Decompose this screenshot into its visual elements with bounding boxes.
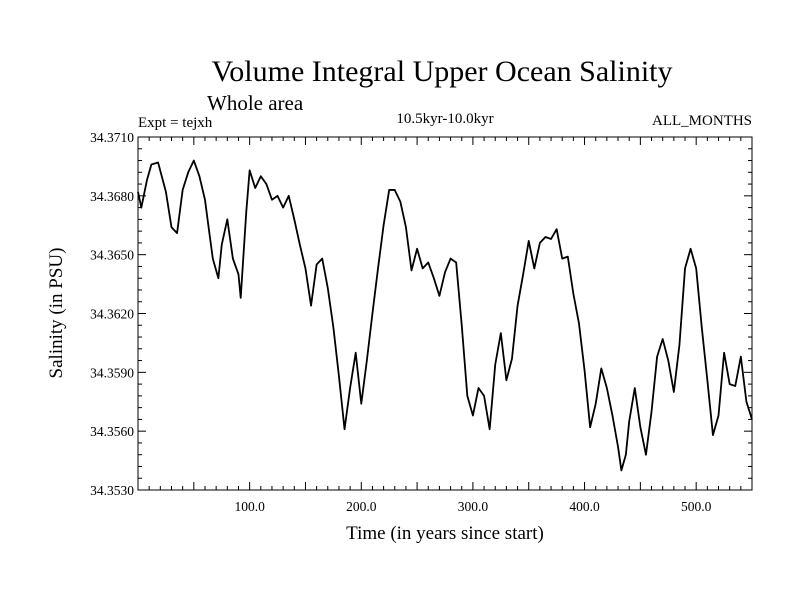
x-axis-label: Time (in years since start): [346, 523, 544, 544]
y-tick-label: 34.3650: [90, 248, 134, 263]
y-tick-label: 34.3590: [90, 365, 134, 380]
salinity-series-line: [137, 159, 753, 472]
y-tick-label: 34.3710: [90, 130, 134, 145]
chart-title: Volume Integral Upper Ocean Salinity: [212, 55, 673, 88]
period-label: 10.5kyr-10.0kyr: [396, 111, 493, 127]
tick-labels: 100.0 200.0 300.0 400.0 500.0 34.3530 34.3560 3…: [90, 130, 711, 514]
x-tick-label: 400.0: [569, 499, 600, 514]
axis-ticks: [138, 137, 752, 490]
expt-label: Expt = tejxh: [138, 115, 213, 131]
chart-subtitle: Whole area: [207, 91, 304, 115]
x-tick-label: 500.0: [681, 499, 712, 514]
months-label: ALL_MONTHS: [652, 113, 752, 129]
y-tick-label: 34.3680: [90, 189, 134, 204]
y-tick-label: 34.3620: [90, 307, 134, 322]
x-tick-label: 200.0: [346, 499, 377, 514]
x-tick-label: 300.0: [458, 499, 489, 514]
y-tick-label: 34.3530: [90, 483, 134, 498]
plot-frame: [137, 136, 753, 491]
x-tick-label: 100.0: [234, 499, 265, 514]
y-tick-label: 34.3560: [90, 424, 134, 439]
y-axis-label: Salinity (in PSU): [46, 248, 67, 379]
